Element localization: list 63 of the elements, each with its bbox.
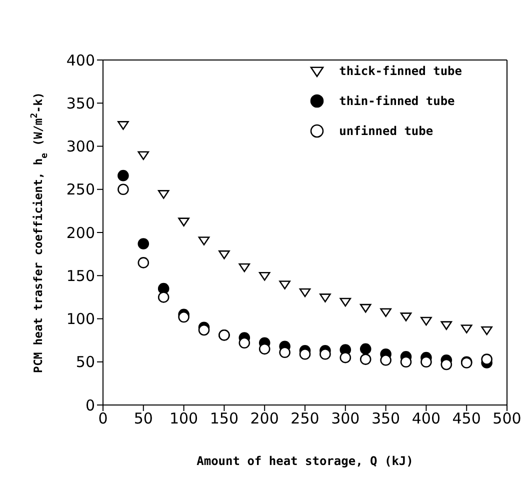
point — [299, 348, 311, 360]
point — [360, 304, 372, 313]
point — [340, 298, 352, 307]
y-tick-label: 0 — [85, 396, 95, 414]
point — [178, 218, 190, 226]
point — [138, 257, 150, 268]
point — [440, 358, 452, 370]
y-tick-label: 350 — [66, 94, 95, 112]
point — [299, 288, 311, 298]
point — [320, 294, 331, 302]
point — [279, 346, 290, 358]
y-tick-label: 100 — [66, 310, 95, 328]
y-tick-label: 300 — [66, 138, 95, 156]
x-tick-label: 450 — [452, 410, 481, 428]
point — [340, 352, 352, 364]
point — [481, 326, 492, 336]
point — [178, 311, 190, 323]
legend-label: unfinned tube — [339, 124, 434, 138]
point — [440, 321, 452, 330]
x-tick-label: 100 — [169, 410, 198, 428]
point — [360, 354, 372, 365]
point — [279, 280, 290, 290]
point — [380, 308, 392, 317]
y-tick-label: 50 — [76, 353, 95, 372]
x-axis-title: Amount of heat storage, Q (kJ) — [196, 454, 414, 468]
x-tick-label: 500 — [492, 410, 522, 428]
point — [158, 292, 170, 303]
point — [420, 316, 432, 326]
y-tick-label: 150 — [66, 266, 95, 285]
point — [380, 354, 392, 366]
x-tick-label: 400 — [412, 410, 441, 428]
x-tick-label: 200 — [250, 410, 279, 428]
y-tick-label: 400 — [66, 51, 95, 70]
x-tick-label: 0 — [98, 410, 108, 428]
x-tick-label: 350 — [371, 410, 400, 428]
point — [258, 272, 270, 281]
point — [238, 263, 250, 272]
point — [420, 356, 432, 368]
x-tick-label: 250 — [290, 410, 320, 428]
point — [400, 356, 412, 368]
point — [258, 343, 270, 355]
x-tick-label: 150 — [210, 410, 239, 428]
point — [400, 312, 412, 322]
point — [481, 354, 492, 365]
point — [138, 238, 150, 250]
point — [118, 170, 129, 182]
legend-label: thick-finned tube — [339, 64, 462, 78]
point — [320, 348, 331, 360]
x-tick-label: 50 — [134, 410, 153, 428]
point — [118, 121, 129, 130]
point — [198, 324, 210, 336]
legend-label: thin-finned tube — [339, 94, 455, 108]
point — [158, 190, 170, 199]
point — [460, 324, 472, 334]
point — [138, 151, 150, 160]
point — [118, 184, 129, 196]
y-tick-label: 250 — [66, 180, 95, 199]
y-tick-label: 200 — [66, 224, 95, 242]
point — [360, 343, 372, 355]
point — [198, 236, 210, 246]
point — [238, 337, 250, 349]
x-tick-label: 300 — [331, 410, 360, 428]
point — [218, 250, 230, 260]
